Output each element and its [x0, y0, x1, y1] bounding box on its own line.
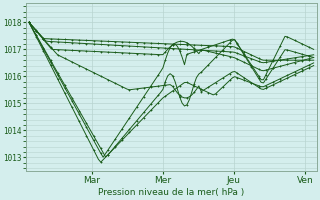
X-axis label: Pression niveau de la mer( hPa ): Pression niveau de la mer( hPa )	[98, 188, 244, 197]
